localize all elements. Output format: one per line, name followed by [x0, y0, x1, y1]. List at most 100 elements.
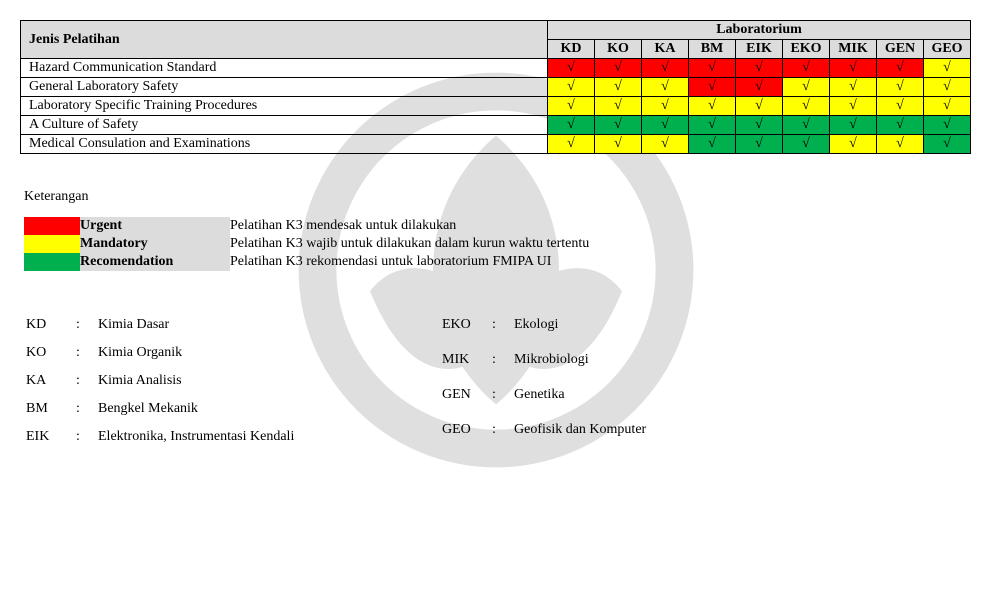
status-cell: √ — [689, 135, 736, 154]
legend-row: RecomendationPelatihan K3 rekomendasi un… — [24, 253, 589, 271]
status-cell: √ — [924, 59, 971, 78]
abbrev-full: Kimia Analisis — [96, 367, 440, 395]
status-cell: √ — [783, 135, 830, 154]
status-cell: √ — [924, 97, 971, 116]
header-laboratorium: Laboratorium — [548, 21, 971, 40]
status-cell: √ — [595, 116, 642, 135]
lab-header: KD — [548, 40, 595, 59]
table-row: General Laboratory Safety√√√√√√√√√ — [21, 78, 971, 97]
legend-label: Urgent — [80, 217, 230, 235]
legend-row: MandatoryPelatihan K3 wajib untuk dilaku… — [24, 235, 589, 253]
abbrev-sep: : — [74, 423, 96, 451]
table-row: A Culture of Safety√√√√√√√√√ — [21, 116, 971, 135]
status-cell: √ — [689, 116, 736, 135]
status-cell: √ — [783, 78, 830, 97]
abbrev-sep: : — [74, 395, 96, 423]
legend-description: Pelatihan K3 mendesak untuk dilakukan — [230, 217, 589, 235]
abbrev-sep: : — [74, 367, 96, 395]
lab-header: GEO — [924, 40, 971, 59]
status-cell: √ — [830, 135, 877, 154]
legend-title: Keterangan — [24, 189, 971, 205]
status-cell: √ — [736, 116, 783, 135]
abbrev-sep: : — [490, 416, 512, 451]
abbrev-code: KA — [24, 367, 74, 395]
status-cell: √ — [736, 78, 783, 97]
abbrev-full: Genetika — [512, 381, 856, 416]
status-cell: √ — [783, 116, 830, 135]
legend-swatch — [24, 253, 80, 271]
status-cell: √ — [689, 59, 736, 78]
abbrev-code: GEO — [440, 416, 490, 451]
abbrev-code: GEN — [440, 381, 490, 416]
abbrev-row: EIK:Elektronika, Instrumentasi Kendali — [24, 423, 440, 451]
abbrev-code: MIK — [440, 346, 490, 381]
abbrev-row: GEN:Genetika — [440, 381, 856, 416]
abbrev-full: Bengkel Mekanik — [96, 395, 440, 423]
lab-header: EKO — [783, 40, 830, 59]
lab-header: MIK — [830, 40, 877, 59]
abbrev-section: KD:Kimia DasarKO:Kimia OrganikKA:Kimia A… — [24, 311, 971, 451]
legend-table: UrgentPelatihan K3 mendesak untuk dilaku… — [24, 217, 589, 271]
status-cell: √ — [783, 97, 830, 116]
status-cell: √ — [548, 78, 595, 97]
table-row: Laboratory Specific Training Procedures√… — [21, 97, 971, 116]
abbrev-row: MIK:Mikrobiologi — [440, 346, 856, 381]
status-cell: √ — [595, 135, 642, 154]
abbrev-row: EKO:Ekologi — [440, 311, 856, 346]
abbrev-code: EIK — [24, 423, 74, 451]
status-cell: √ — [830, 97, 877, 116]
abbrev-sep: : — [74, 311, 96, 339]
status-cell: √ — [736, 135, 783, 154]
status-cell: √ — [736, 97, 783, 116]
abbrev-code: KD — [24, 311, 74, 339]
status-cell: √ — [830, 116, 877, 135]
legend-description: Pelatihan K3 rekomendasi untuk laborator… — [230, 253, 589, 271]
abbrev-row: KA:Kimia Analisis — [24, 367, 440, 395]
status-cell: √ — [783, 59, 830, 78]
abbrev-full: Kimia Organik — [96, 339, 440, 367]
training-name: General Laboratory Safety — [21, 78, 548, 97]
abbrev-full: Kimia Dasar — [96, 311, 440, 339]
status-cell: √ — [924, 135, 971, 154]
abbrev-full: Mikrobiologi — [512, 346, 856, 381]
status-cell: √ — [877, 97, 924, 116]
abbrev-full: Elektronika, Instrumentasi Kendali — [96, 423, 440, 451]
lab-header: GEN — [877, 40, 924, 59]
legend-label: Recomendation — [80, 253, 230, 271]
status-cell: √ — [548, 97, 595, 116]
abbrev-code: EKO — [440, 311, 490, 346]
training-name: Laboratory Specific Training Procedures — [21, 97, 548, 116]
status-cell: √ — [736, 59, 783, 78]
legend-row: UrgentPelatihan K3 mendesak untuk dilaku… — [24, 217, 589, 235]
status-cell: √ — [642, 97, 689, 116]
status-cell: √ — [642, 59, 689, 78]
abbrev-row: GEO:Geofisik dan Komputer — [440, 416, 856, 451]
status-cell: √ — [595, 59, 642, 78]
abbrev-sep: : — [490, 311, 512, 346]
status-cell: √ — [548, 135, 595, 154]
status-cell: √ — [642, 116, 689, 135]
status-cell: √ — [877, 59, 924, 78]
status-cell: √ — [877, 116, 924, 135]
status-cell: √ — [689, 78, 736, 97]
status-cell: √ — [830, 78, 877, 97]
status-cell: √ — [548, 116, 595, 135]
header-training: Jenis Pelatihan — [21, 21, 548, 59]
table-row: Hazard Communication Standard√√√√√√√√√ — [21, 59, 971, 78]
table-row: Medical Consulation and Examinations√√√√… — [21, 135, 971, 154]
abbrev-sep: : — [74, 339, 96, 367]
status-cell: √ — [642, 135, 689, 154]
training-name: A Culture of Safety — [21, 116, 548, 135]
status-cell: √ — [924, 78, 971, 97]
status-cell: √ — [877, 78, 924, 97]
abbrev-row: BM:Bengkel Mekanik — [24, 395, 440, 423]
lab-header: KO — [595, 40, 642, 59]
abbrev-right: EKO:EkologiMIK:MikrobiologiGEN:GenetikaG… — [440, 311, 856, 451]
status-cell: √ — [689, 97, 736, 116]
abbrev-left: KD:Kimia DasarKO:Kimia OrganikKA:Kimia A… — [24, 311, 440, 451]
status-cell: √ — [830, 59, 877, 78]
lab-header: KA — [642, 40, 689, 59]
status-cell: √ — [548, 59, 595, 78]
training-table: Jenis Pelatihan Laboratorium KD KO KA BM… — [20, 20, 971, 154]
status-cell: √ — [595, 97, 642, 116]
